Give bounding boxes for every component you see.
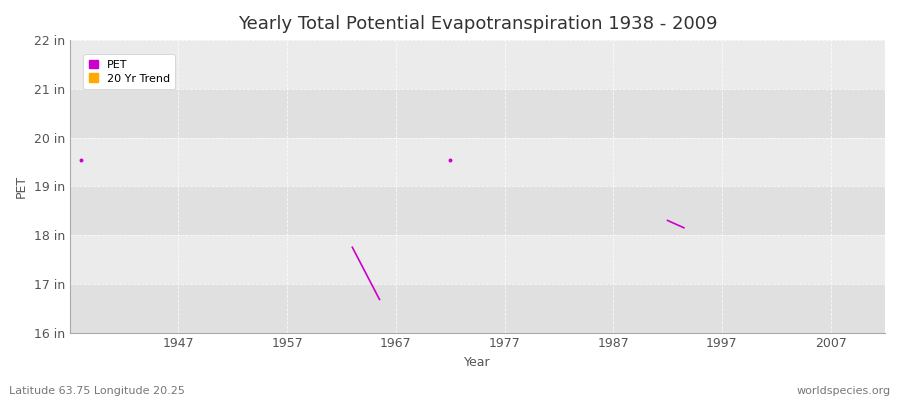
Bar bbox=[69, 138, 885, 186]
Bar bbox=[69, 186, 885, 235]
Y-axis label: PET: PET bbox=[15, 175, 28, 198]
X-axis label: Year: Year bbox=[464, 356, 491, 369]
Point bbox=[443, 156, 457, 163]
Text: Latitude 63.75 Longitude 20.25: Latitude 63.75 Longitude 20.25 bbox=[9, 386, 184, 396]
Bar bbox=[69, 235, 885, 284]
Point bbox=[73, 156, 87, 163]
Bar bbox=[69, 89, 885, 138]
Point bbox=[117, 71, 131, 78]
Bar bbox=[69, 284, 885, 332]
Legend: PET, 20 Yr Trend: PET, 20 Yr Trend bbox=[84, 54, 176, 89]
Title: Yearly Total Potential Evapotranspiration 1938 - 2009: Yearly Total Potential Evapotranspiratio… bbox=[238, 15, 717, 33]
Bar bbox=[69, 40, 885, 89]
Text: worldspecies.org: worldspecies.org bbox=[796, 386, 891, 396]
